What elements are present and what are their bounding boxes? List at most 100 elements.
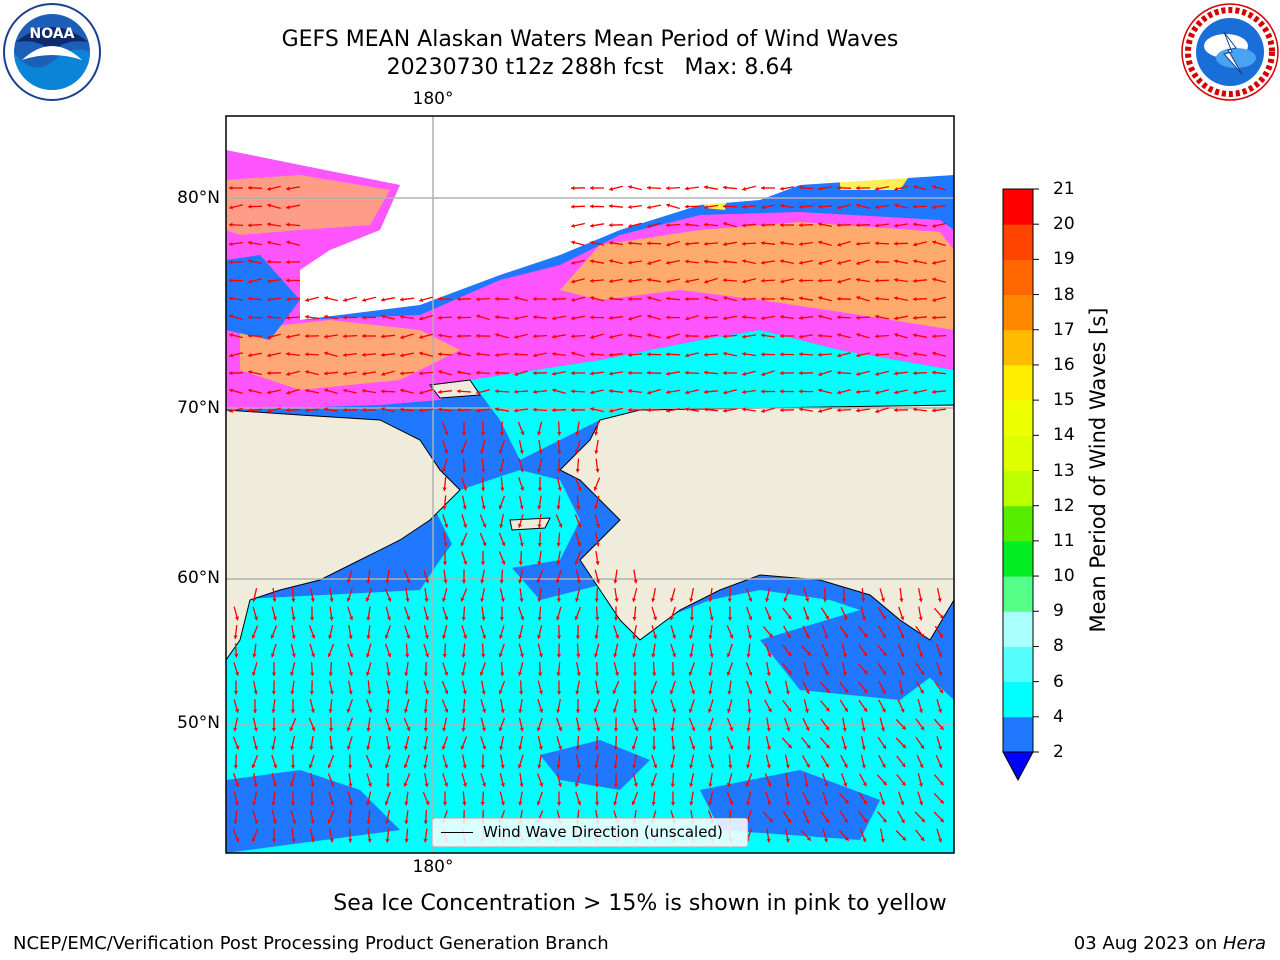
wave-direction-arrowhead xyxy=(632,764,637,769)
wave-direction-arrowhead xyxy=(609,371,613,376)
wave-direction-arrowhead xyxy=(575,598,580,602)
wave-direction-arrowhead xyxy=(780,240,784,246)
wave-direction-arrowhead xyxy=(804,709,809,713)
wave-direction-arrowhead xyxy=(628,407,632,413)
wave-direction-arrowhead xyxy=(806,651,811,656)
wave-direction-arrowhead xyxy=(461,617,466,621)
wave-direction-arrowhead xyxy=(824,782,829,787)
wave-direction-arrowhead xyxy=(267,240,271,245)
wave-direction-arrowhead xyxy=(517,764,522,769)
wave-direction-arrowhead xyxy=(704,279,709,284)
wave-direction-arrowhead xyxy=(766,727,771,732)
wave-direction-arrowhead xyxy=(384,801,389,806)
wave-direction-arrowhead xyxy=(594,653,599,658)
wave-direction-arrowhead xyxy=(805,726,810,731)
wave-direction-arrowhead xyxy=(818,204,822,209)
wave-direction-arrowhead xyxy=(723,370,727,376)
wave-direction-arrowhead xyxy=(628,388,632,394)
colorbar-tick-label: 18 xyxy=(1053,284,1075,305)
wave-direction-arrowhead xyxy=(861,598,866,602)
wave-direction-arrowhead xyxy=(518,672,523,676)
wave-direction-arrowhead xyxy=(691,690,696,695)
wave-direction-arrowhead xyxy=(837,333,841,338)
wave-direction-arrowhead xyxy=(818,186,822,191)
wave-direction-arrowhead xyxy=(913,242,917,247)
wave-direction-arrowhead xyxy=(880,727,885,732)
wave-direction-arrowhead xyxy=(856,389,860,394)
wave-direction-arrowhead xyxy=(875,371,879,376)
wave-direction-arrowhead xyxy=(476,297,480,302)
wave-direction-arrowhead xyxy=(457,297,461,302)
wave-direction-arrowhead xyxy=(558,727,563,732)
wave-direction-arrowhead xyxy=(932,184,937,190)
wave-direction-arrowhead xyxy=(558,745,563,750)
wave-direction-arrowhead xyxy=(748,597,753,602)
wave-direction-arrowhead xyxy=(476,408,480,413)
wave-direction-arrowhead xyxy=(918,616,923,621)
wave-direction-arrowhead xyxy=(519,691,524,695)
wave-direction-arrowhead xyxy=(463,486,468,491)
wave-direction-arrowhead xyxy=(499,617,505,621)
wave-direction-arrowhead xyxy=(575,431,580,436)
colorbar-tick-label: 21 xyxy=(1053,179,1075,199)
wave-direction-arrowhead xyxy=(748,690,753,695)
wave-direction-arrowhead xyxy=(594,450,599,454)
wave-direction-arrowhead xyxy=(476,351,480,357)
wave-direction-arrowhead xyxy=(419,298,424,303)
wave-direction-arrowhead xyxy=(366,671,371,676)
wave-direction-arrowhead xyxy=(666,335,671,340)
wave-direction-arrowhead xyxy=(457,370,461,375)
wave-direction-arrowhead xyxy=(423,672,428,676)
wave-direction-arrowhead xyxy=(324,296,328,301)
wave-direction-arrowhead xyxy=(613,801,618,806)
wave-direction-arrowhead xyxy=(685,279,689,284)
wave-direction-arrowhead xyxy=(460,449,465,454)
wave-direction-arrowhead xyxy=(343,352,347,358)
colorbar-band xyxy=(1003,329,1033,366)
wave-direction-arrowhead xyxy=(235,838,240,842)
wave-direction-arrowhead xyxy=(327,653,332,657)
wave-direction-arrowhead xyxy=(291,653,296,658)
wave-direction-arrowhead xyxy=(632,616,637,621)
wave-direction-arrowhead xyxy=(271,839,277,843)
wave-direction-arrowhead xyxy=(628,352,632,357)
wave-direction-arrowhead xyxy=(229,260,233,265)
wave-direction-arrowhead xyxy=(419,334,424,339)
wave-direction-arrowhead xyxy=(575,469,580,473)
wave-direction-arrowhead xyxy=(367,690,372,695)
wave-direction-arrowhead xyxy=(818,372,823,377)
wave-direction-arrowhead xyxy=(272,783,277,787)
wave-direction-arrowhead xyxy=(404,838,409,843)
wave-direction-arrowhead xyxy=(556,654,562,658)
wave-direction-arrowhead xyxy=(787,670,792,675)
wave-direction-arrowhead xyxy=(229,241,233,247)
wave-direction-arrowhead xyxy=(366,653,371,658)
wave-direction-arrowhead xyxy=(324,351,329,356)
wave-direction-arrowhead xyxy=(689,764,694,769)
wave-direction-arrowhead xyxy=(894,241,898,246)
wave-direction-arrowhead xyxy=(267,390,271,395)
wave-direction-arrowhead xyxy=(500,487,505,491)
wave-direction-arrowhead xyxy=(761,333,765,338)
wave-direction-arrowhead xyxy=(894,277,898,283)
wave-direction-arrowhead xyxy=(480,802,485,806)
wave-direction-arrowhead xyxy=(932,389,936,394)
open-water-west xyxy=(226,255,300,340)
wave-direction-arrowhead xyxy=(856,315,860,320)
wave-direction-arrowhead xyxy=(670,802,676,806)
wave-direction-arrowhead xyxy=(248,408,252,413)
wave-direction-arrowhead xyxy=(305,333,309,339)
wave-direction-arrowhead xyxy=(290,690,295,695)
wave-direction-arrowhead xyxy=(804,783,809,787)
wave-direction-arrowhead xyxy=(519,598,524,602)
wave-direction-arrowhead xyxy=(590,407,594,412)
wave-direction-arrowhead xyxy=(348,801,353,806)
wave-field-chukchi xyxy=(470,330,954,460)
wave-direction-arrowhead xyxy=(780,259,784,264)
wave-direction-arrowhead xyxy=(271,746,276,750)
wave-direction-arrowhead xyxy=(609,352,613,357)
wave-direction-arrowhead xyxy=(424,635,429,639)
wave-direction-arrowhead xyxy=(519,505,524,510)
wave-direction-arrowhead xyxy=(271,709,276,713)
